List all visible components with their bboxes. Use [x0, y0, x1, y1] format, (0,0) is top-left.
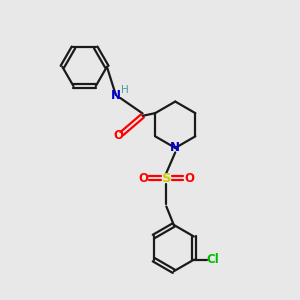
Text: O: O: [184, 172, 194, 185]
Text: N: N: [170, 141, 180, 154]
Text: O: O: [114, 129, 124, 142]
Text: S: S: [161, 172, 171, 185]
Text: H: H: [122, 85, 129, 95]
Text: Cl: Cl: [206, 253, 219, 266]
Text: N: N: [111, 88, 121, 101]
Text: O: O: [139, 172, 148, 185]
